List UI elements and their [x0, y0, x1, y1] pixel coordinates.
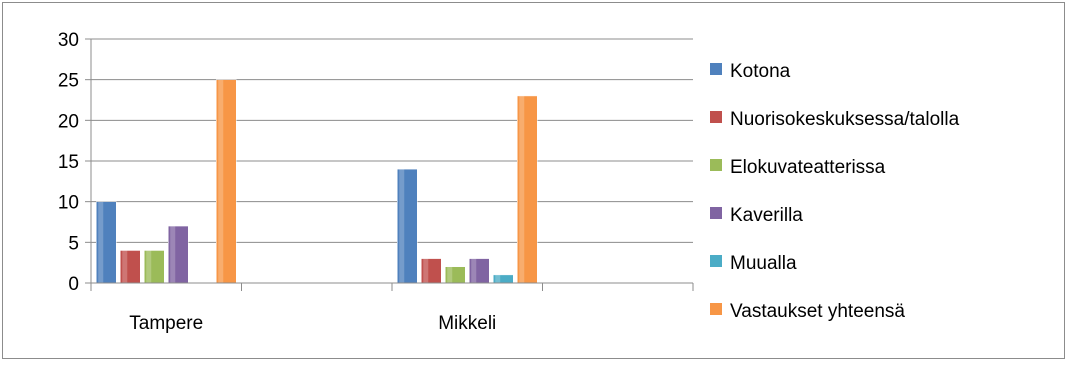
legend-swatch [710, 111, 722, 123]
legend-label: Vastaukset yhteensä [730, 301, 905, 322]
axes: 0 5 10 15 20 25 30 Tampere Mikkeli [58, 30, 694, 334]
y-tick-label: 30 [58, 30, 79, 51]
legend-label: Nuorisokeskuksessa/talolla [730, 109, 960, 130]
legend-swatch [710, 63, 722, 75]
legend-swatch [710, 255, 722, 267]
legend-swatch [710, 159, 722, 171]
y-tick-label: 0 [68, 274, 79, 295]
bar-highlight [471, 258, 477, 283]
bar-chart: 0 5 10 15 20 25 30 Tampere Mikkeli Kotona Nuoriso… [58, 30, 960, 334]
bar-highlight [170, 226, 176, 283]
bar-highlight [447, 266, 453, 283]
gridlines [91, 38, 693, 243]
y-tick-label: 5 [68, 233, 79, 254]
y-tick-label: 20 [58, 111, 79, 132]
legend-label: Kaverilla [730, 205, 803, 226]
bar-highlight [519, 95, 525, 283]
bar-highlight [423, 258, 429, 283]
bar-highlight [146, 250, 152, 283]
bar-highlight [122, 250, 128, 283]
y-tick-label: 10 [58, 193, 79, 214]
legend-label: Elokuvateatterissa [730, 157, 886, 178]
bar-highlight [495, 274, 501, 283]
bar-highlight [399, 169, 405, 283]
x-category-label: Mikkeli [438, 313, 496, 334]
y-tick-label: 25 [58, 71, 79, 92]
bars [96, 79, 538, 284]
legend-swatch [710, 207, 722, 219]
bar-highlight [218, 79, 224, 284]
y-tick-label: 15 [58, 152, 79, 173]
chart-frame: 0 5 10 15 20 25 30 Tampere Mikkeli Kotona Nuoriso… [2, 2, 1065, 359]
bar-highlight [98, 201, 104, 283]
legend-label: Kotona [730, 61, 791, 82]
legend-label: Muualla [730, 253, 797, 274]
legend-swatch [710, 303, 722, 315]
x-category-label: Tampere [129, 313, 203, 334]
legend: Kotona Nuorisokeskuksessa/talolla Elokuvat… [710, 61, 960, 322]
